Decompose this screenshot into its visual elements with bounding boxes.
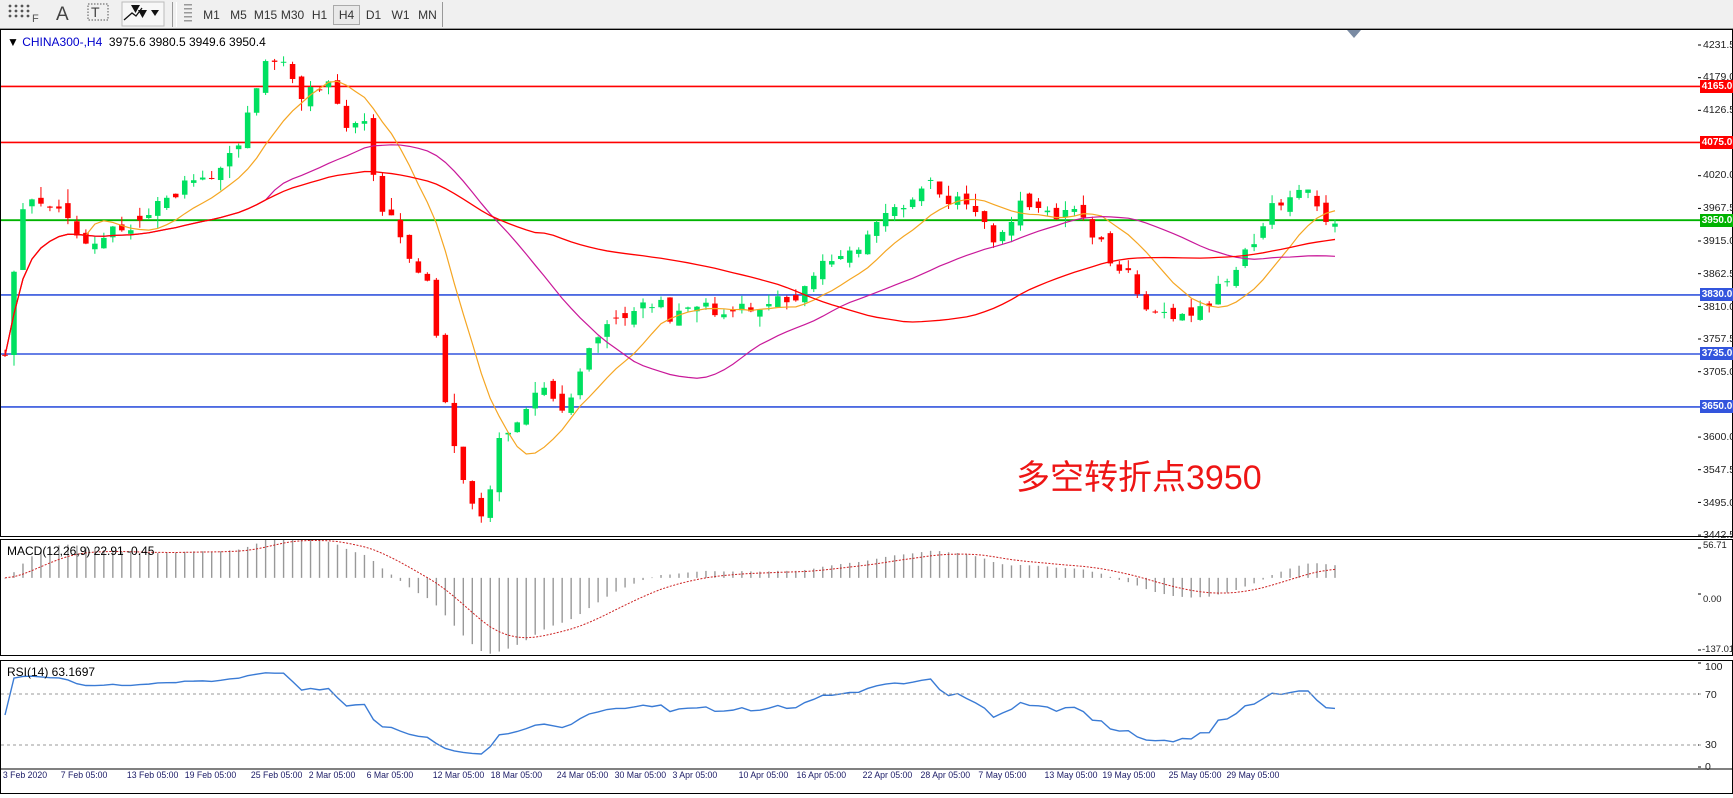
svg-text:T: T bbox=[91, 4, 100, 20]
svg-text:F: F bbox=[32, 13, 39, 25]
svg-text:A: A bbox=[56, 4, 69, 25]
